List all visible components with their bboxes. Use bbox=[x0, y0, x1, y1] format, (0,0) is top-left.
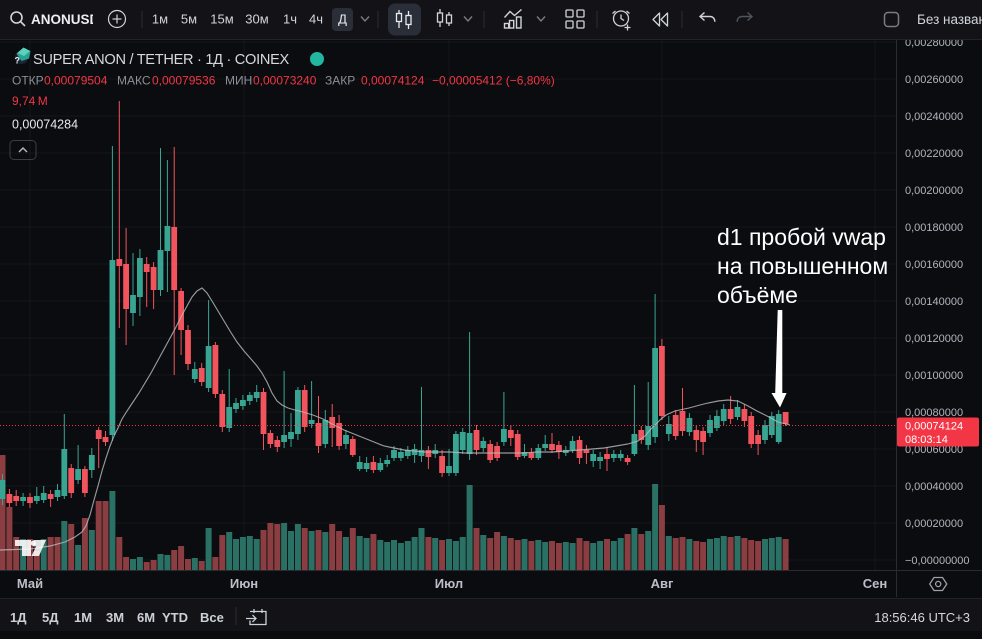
svg-text:0,00100000: 0,00100000 bbox=[905, 370, 963, 382]
svg-text:6М: 6М bbox=[137, 610, 155, 625]
svg-text:1М: 1М bbox=[74, 610, 92, 625]
svg-text:0,00200000: 0,00200000 bbox=[905, 185, 963, 197]
svg-text:5м: 5м bbox=[181, 12, 197, 27]
svg-text:1ч: 1ч bbox=[283, 12, 297, 27]
svg-text:0,00074124: 0,00074124 bbox=[361, 74, 425, 88]
svg-text:1Д: 1Д bbox=[10, 610, 27, 625]
svg-text:Авг: Авг bbox=[651, 576, 674, 591]
svg-text:0,00260000: 0,00260000 bbox=[905, 74, 963, 86]
svg-text:ЗАКР: ЗАКР bbox=[325, 74, 355, 88]
svg-text:−0,00000000: −0,00000000 bbox=[905, 555, 970, 567]
svg-text:18:56:46 UTC+3: 18:56:46 UTC+3 bbox=[874, 610, 970, 625]
svg-text:0,00074124: 0,00074124 bbox=[905, 421, 963, 433]
svg-text:5Д: 5Д bbox=[42, 610, 59, 625]
svg-text:YTD: YTD bbox=[162, 610, 188, 625]
svg-text:4ч: 4ч bbox=[309, 12, 323, 27]
svg-text:МИН: МИН bbox=[225, 74, 252, 88]
svg-text:0,00280000: 0,00280000 bbox=[905, 40, 963, 49]
svg-text:0,00240000: 0,00240000 bbox=[905, 111, 963, 123]
svg-text:МАКС: МАКС bbox=[117, 74, 151, 88]
svg-text:0,00120000: 0,00120000 bbox=[905, 333, 963, 345]
svg-text:?: ? bbox=[15, 56, 21, 66]
svg-text:Все: Все bbox=[200, 610, 224, 625]
svg-text:Июн: Июн bbox=[230, 576, 258, 591]
svg-text:0,00060000: 0,00060000 bbox=[905, 444, 963, 456]
svg-text:0,00040000: 0,00040000 bbox=[905, 481, 963, 493]
svg-text:Май: Май bbox=[17, 576, 43, 591]
svg-text:9,74 М: 9,74 М bbox=[12, 94, 48, 108]
svg-text:08:03:14: 08:03:14 bbox=[905, 434, 948, 446]
svg-text:0,00079504: 0,00079504 bbox=[44, 74, 108, 88]
svg-text:1м: 1м bbox=[152, 12, 168, 27]
svg-text:0,00180000: 0,00180000 bbox=[905, 222, 963, 234]
svg-text:SUPER ANON / TETHER · 1Д · COI: SUPER ANON / TETHER · 1Д · COINEX bbox=[33, 52, 290, 68]
svg-text:0,00160000: 0,00160000 bbox=[905, 259, 963, 271]
svg-text:−0,00005412 (−6,80%): −0,00005412 (−6,80%) bbox=[432, 74, 555, 88]
svg-text:Июл: Июл bbox=[435, 576, 463, 591]
svg-text:Сен: Сен bbox=[863, 576, 887, 591]
svg-text:0,00073240: 0,00073240 bbox=[253, 74, 317, 88]
svg-text:0,00220000: 0,00220000 bbox=[905, 148, 963, 160]
svg-text:30м: 30м bbox=[245, 12, 268, 27]
svg-text:0,00020000: 0,00020000 bbox=[905, 518, 963, 530]
svg-text:ОТКР: ОТКР bbox=[12, 74, 44, 88]
svg-text:0,00080000: 0,00080000 bbox=[905, 407, 963, 419]
svg-text:Д: Д bbox=[338, 12, 347, 27]
svg-text:3М: 3М bbox=[106, 610, 124, 625]
svg-text:0,00079536: 0,00079536 bbox=[152, 74, 216, 88]
svg-text:15м: 15м bbox=[210, 12, 233, 27]
svg-text:0,00074284: 0,00074284 bbox=[12, 118, 78, 132]
svg-text:0,00140000: 0,00140000 bbox=[905, 296, 963, 308]
